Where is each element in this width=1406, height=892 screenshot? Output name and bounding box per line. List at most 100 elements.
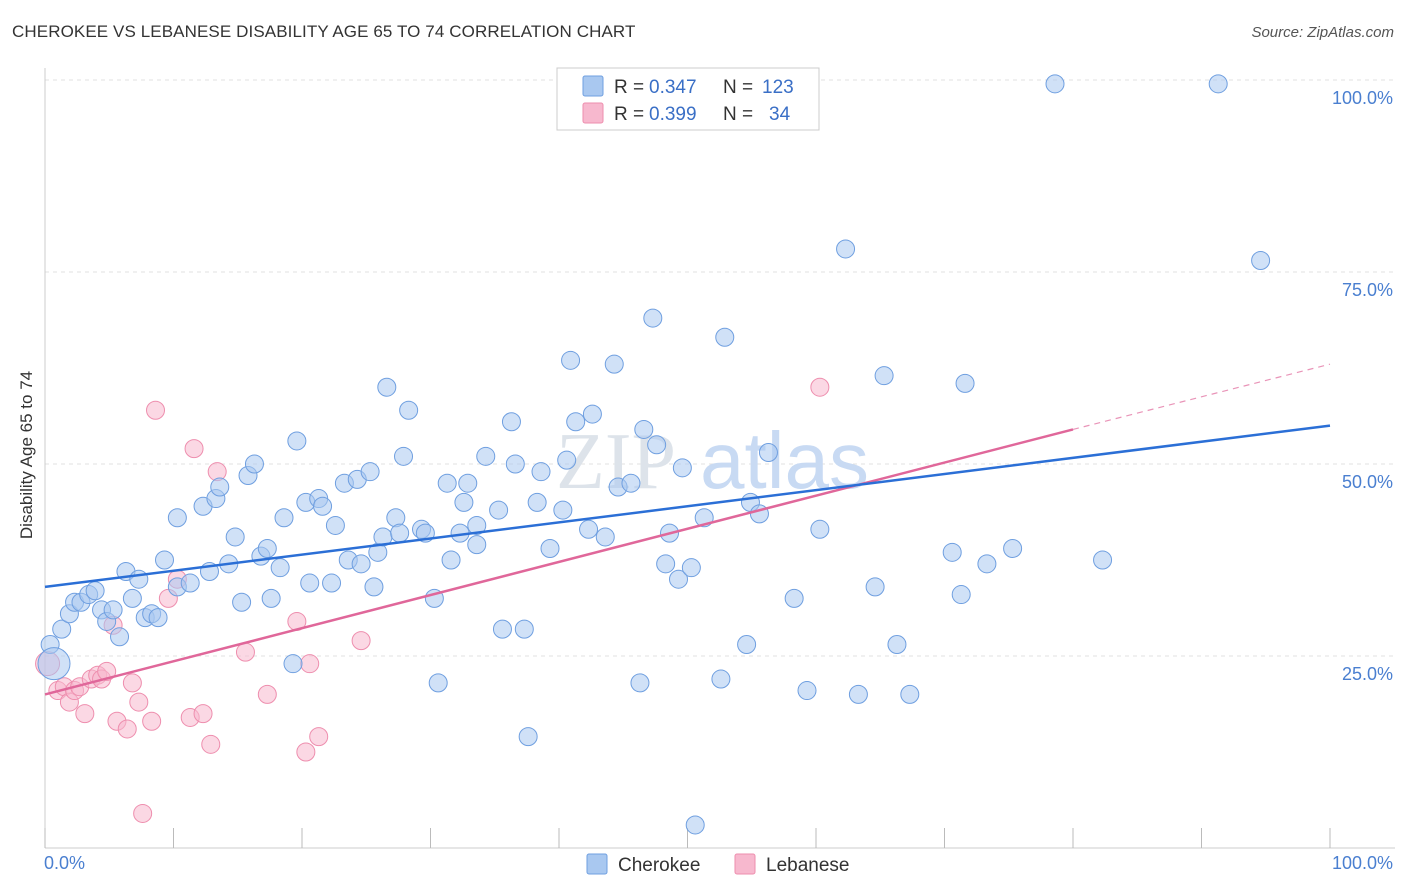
tick-labels: 25.0% 50.0% 75.0% 100.0% 0.0% 100.0% [44,88,1393,873]
cherokee-point [672,458,692,478]
cherokee-point [955,373,975,393]
lebanese-point [184,439,204,459]
bottom-legend-label-cherokee: Cherokee [618,855,700,876]
lebanese-point [296,742,316,762]
cherokee-point [711,669,731,689]
cherokee-trendline [44,424,1331,589]
legend-r-label: R = [614,104,644,125]
cherokee-point [274,508,294,528]
cherokee-point [681,558,701,578]
cherokee-point [685,815,705,835]
cherokee-point [977,554,997,574]
cherokee-point [492,619,512,639]
cherokee-point [874,366,894,386]
cherokee-point [737,634,757,654]
cherokee-point [454,492,474,512]
cherokee-point [458,473,478,493]
cherokee-point [129,569,149,589]
cherokee-point [561,350,581,370]
lebanese-point [257,684,277,704]
cherokee-point [1093,550,1113,570]
cherokee-point [52,619,72,639]
cherokee-point [758,442,778,462]
cherokee-point [261,588,281,608]
cherokee-point [394,446,414,466]
lebanese-point [201,734,221,754]
cherokee-point [579,519,599,539]
legend-r-label: R = [614,77,644,98]
legend-swatch-lebanese [582,102,604,124]
cherokee-point [257,538,277,558]
lebanese-point [97,661,117,681]
lebanese-point [75,704,95,724]
cherokee-point [865,577,885,597]
bottom-legend-swatch-lebanese [734,853,756,875]
cherokee-point [180,573,200,593]
watermark: ZIP atlas [556,416,869,506]
cherokee-point [244,454,264,474]
cherokee-point [784,588,804,608]
cherokee-point [656,554,676,574]
cherokee-point [669,569,689,589]
cherokee-point [604,354,624,374]
cherokee-point [836,239,856,259]
cherokee-point [595,527,615,547]
cherokee-point [399,400,419,420]
cherokee-point [942,542,962,562]
lebanese-point [810,377,830,397]
legend-r-value: 0.399 [649,104,697,125]
cherokee-point [505,454,525,474]
cherokee-point [377,377,397,397]
y-tick-label: 75.0% [1342,280,1393,300]
source-label: Source: ZipAtlas.com [1251,24,1394,41]
cherokee-point [322,573,342,593]
cherokee-point [647,435,667,455]
cherokee-point [797,681,817,701]
cherokee-point [428,673,448,693]
y-tick-label: 50.0% [1342,472,1393,492]
bottom-legend-swatch-cherokee [586,853,608,875]
cherokee-point [1003,538,1023,558]
cherokee-point [390,523,410,543]
y-tick-label: 100.0% [1332,88,1393,108]
cherokee-point [848,684,868,704]
cherokee-point [643,308,663,328]
cherokee-point [283,654,303,674]
lebanese-point [122,673,142,693]
cherokee-point [557,450,577,470]
lebanese-point [146,400,166,420]
cherokee-point [582,404,602,424]
cherokee-point [270,558,290,578]
cherokee-point [1208,74,1228,94]
legend-n-label: N = [723,77,753,98]
cherokee-point [103,600,123,620]
cherokee-point [887,634,907,654]
cherokee-point [441,550,461,570]
cherokee-point [630,673,650,693]
cherokee-point [810,519,830,539]
cherokee-point [148,608,168,628]
cherokee-point [634,419,654,439]
cherokee-point [514,619,534,639]
lebanese-point [351,631,371,651]
cherokee-point [1251,250,1271,270]
cherokee-point [476,446,496,466]
cherokee-point [900,684,920,704]
chart-title: CHEROKEE VS LEBANESE DISABILITY AGE 65 T… [12,22,636,41]
cherokee-point [325,515,345,535]
bottom-legend-label-lebanese: Lebanese [766,855,849,876]
cherokee-point [715,327,735,347]
legend-swatch-cherokee [582,75,604,97]
cherokee-point [1045,74,1065,94]
cherokee-point [287,431,307,451]
grid [45,79,1395,657]
legend-n-label: N = [723,104,753,125]
x-tick-label: 0.0% [44,853,85,873]
legend-n-value: 123 [762,77,794,98]
cherokee-point [85,581,105,601]
cherokee-point [155,550,175,570]
lebanese-trendline [44,428,1074,696]
cherokee-point [518,727,538,747]
cherokee-point [37,647,71,681]
